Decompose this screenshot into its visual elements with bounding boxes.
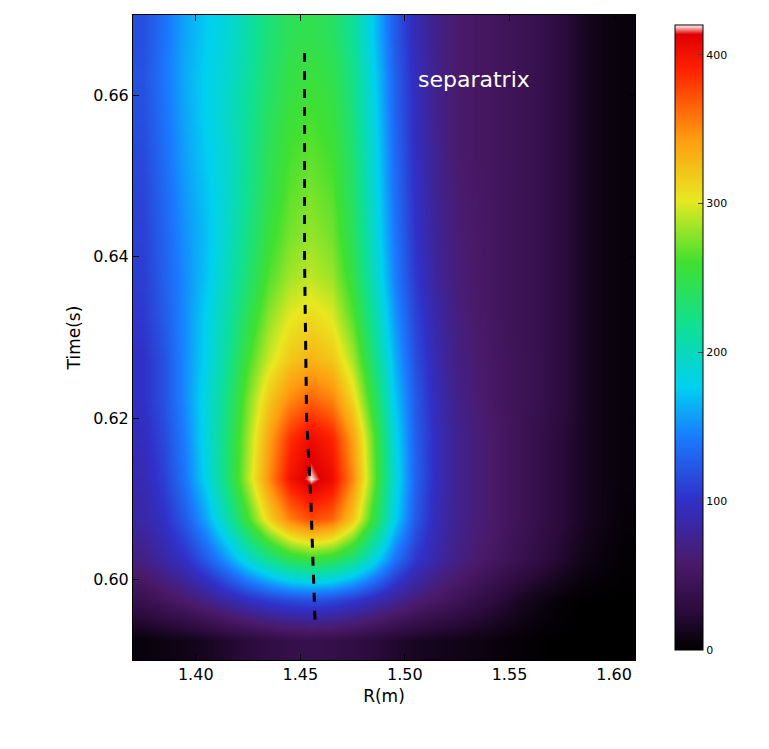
svg-text:200: 200 [706,346,727,359]
svg-text:0.60: 0.60 [93,570,129,589]
svg-text:1.40: 1.40 [178,665,214,684]
svg-text:400: 400 [706,49,727,62]
svg-text:Time(s): Time(s) [64,306,84,371]
svg-text:separatrix: separatrix [418,67,530,92]
svg-text:R(m): R(m) [363,686,405,706]
svg-text:0.64: 0.64 [93,247,129,266]
svg-text:0.62: 0.62 [93,409,129,428]
svg-text:100: 100 [706,495,727,508]
svg-text:300: 300 [706,197,727,210]
svg-text:0.66: 0.66 [93,86,129,105]
svg-text:1.50: 1.50 [387,665,423,684]
svg-text:1.45: 1.45 [283,665,319,684]
svg-text:0: 0 [706,644,713,657]
svg-text:1.60: 1.60 [596,665,632,684]
svg-text:1.55: 1.55 [492,665,528,684]
